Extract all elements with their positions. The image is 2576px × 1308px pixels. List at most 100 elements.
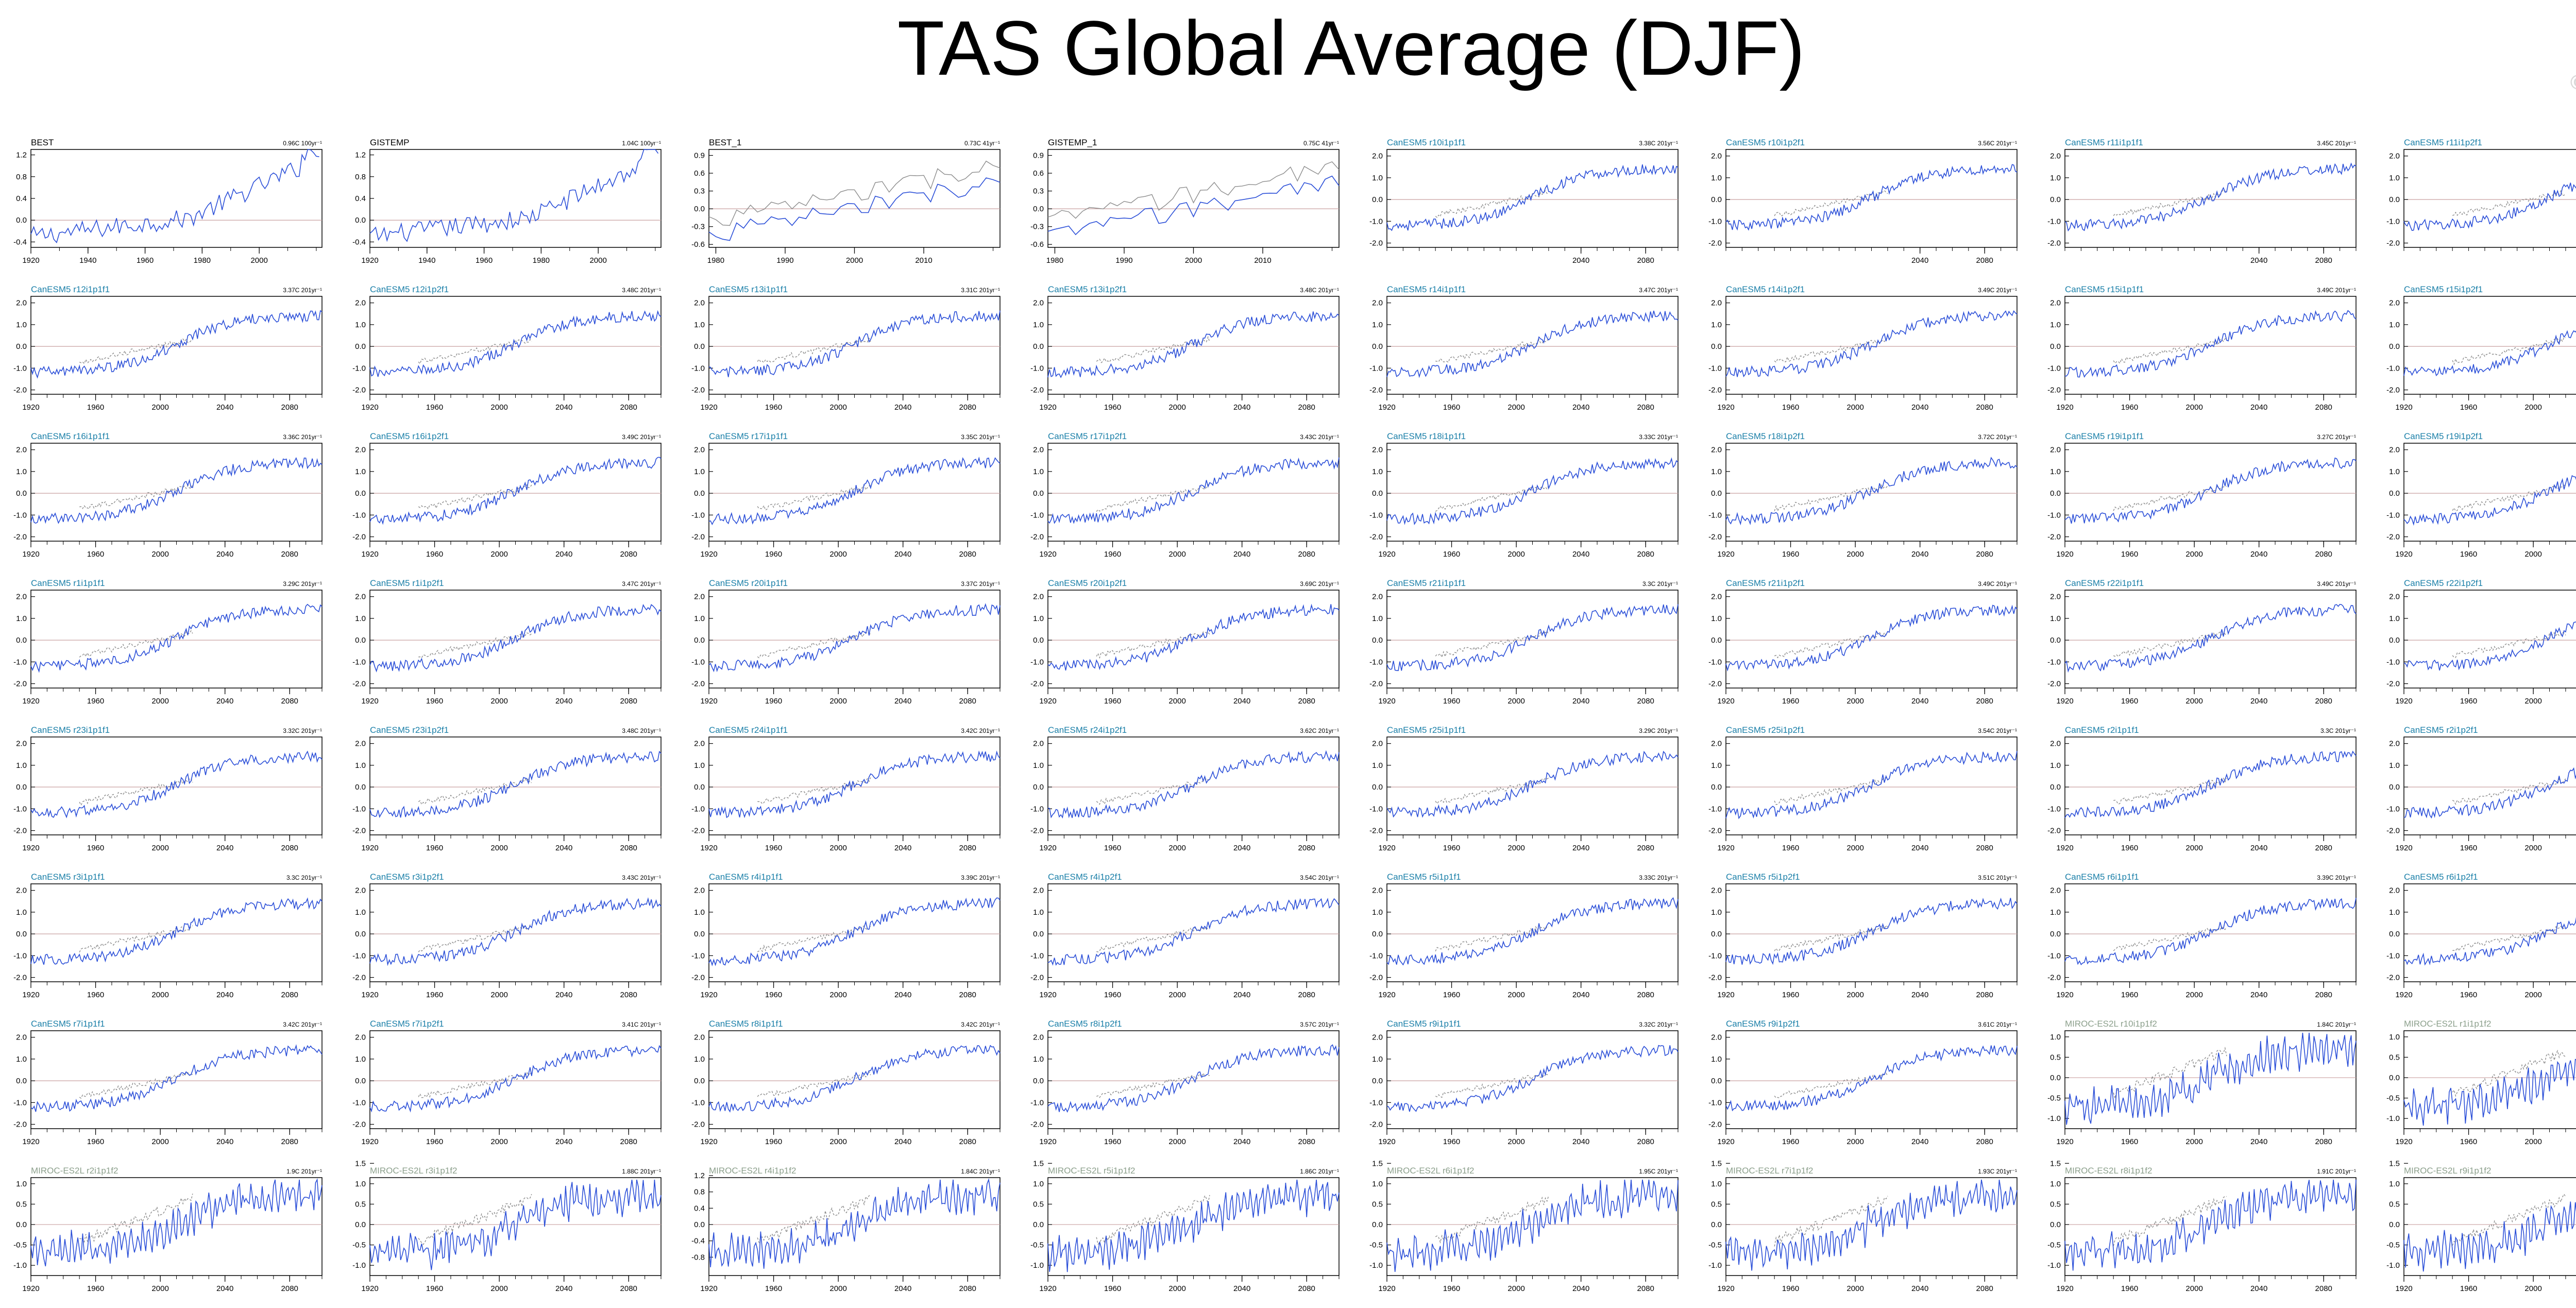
panel-title: CanESM5 r19i1p1f1	[2065, 431, 2144, 441]
x-tick-label: 1920	[1717, 844, 1734, 852]
panel-title: BEST	[31, 138, 54, 147]
y-tick-label: -2.0	[352, 827, 366, 835]
series-line	[1725, 605, 2018, 672]
series-line	[1725, 310, 2018, 378]
x-tick-label: 2080	[620, 403, 637, 412]
x-tick-label: 2000	[151, 1137, 168, 1146]
series-line-observed	[2452, 632, 2566, 658]
x-tick-label: 1920	[22, 991, 39, 999]
x-tick-label: 1960	[426, 991, 443, 999]
y-tick-label: 2.0	[1033, 740, 1044, 748]
panel: CanESM5 r19i1p1f1 3.27C 201yr⁻¹ 2.0 1.0 0.0 -…	[2047, 431, 2357, 559]
series-line-observed	[1096, 777, 1210, 805]
panel: CanESM5 r4i1p2f1 3.54C 201yr⁻¹ 2.0 1.0 0.0 -1…	[1030, 872, 1340, 999]
panel-frame	[30, 149, 323, 248]
y-tick-label: -1.0	[2386, 1261, 2400, 1270]
y-tick-label: 2.0	[694, 1033, 705, 1042]
panel: CanESM5 r9i1p1f1 3.32C 201yr⁻¹ 2.0 1.0 0.0 -1…	[1369, 1019, 1679, 1146]
x-tick-label: 1960	[426, 1137, 443, 1146]
series-line	[1047, 457, 1340, 524]
y-tick-label: -1.0	[2047, 951, 2061, 960]
panel-title: CanESM5 r9i1p1f1	[1387, 1019, 1461, 1029]
panel-title: CanESM5 r13i1p2f1	[1048, 284, 1127, 294]
y-tick-label: 0.0	[355, 489, 366, 498]
series-line	[1047, 898, 1340, 966]
y-tick-label: 1.0	[2389, 321, 2400, 329]
x-tick-label: 1920	[1039, 403, 1056, 412]
x-tick-label: 1960	[1104, 1137, 1121, 1146]
series-line	[369, 897, 662, 966]
y-tick-label: -1.0	[1369, 511, 1383, 519]
y-tick-label: -1.0	[691, 364, 705, 373]
x-tick-label: 2040	[555, 991, 572, 999]
series-line-observed	[2113, 926, 2227, 951]
panel: CanESM5 r15i1p2f13.45C 201yr⁻¹2.01.00.0-…	[2386, 284, 2576, 412]
panel-stat: 3.49C 201yr⁻¹	[1978, 287, 2017, 294]
series-line	[2064, 1032, 2357, 1125]
x-tick-label: 2000	[846, 256, 863, 265]
panel-stat: 3.29C 201yr⁻¹	[1639, 727, 1678, 734]
panel-frame	[2403, 736, 2576, 835]
y-tick-label: 0.0	[16, 783, 27, 792]
series-line	[2064, 1179, 2357, 1271]
x-tick-label: 1920	[22, 844, 39, 852]
x-tick-label: 2000	[1168, 550, 1185, 559]
series-line-observed	[2452, 1049, 2566, 1097]
y-tick-label: 0.4	[355, 194, 366, 203]
x-tick-label: 1920	[700, 697, 717, 706]
series-line	[1725, 897, 2018, 965]
panel-frame	[708, 883, 1001, 982]
panel: CanESM5 r14i1p2f1 3.49C 201yr⁻¹ 2.0 1.0 0.0 -…	[1708, 284, 2018, 412]
panel-frame	[2403, 1177, 2576, 1276]
x-tick-label: 1920	[22, 550, 39, 559]
x-tick-label: 1920	[1717, 991, 1734, 999]
y-tick-label: 2.0	[2389, 152, 2400, 161]
x-tick-label: 1920	[1717, 1284, 1734, 1293]
x-tick-label: 2010	[1254, 256, 1271, 265]
y-tick-label: -2.0	[691, 680, 705, 689]
x-tick-label: 2040	[1572, 550, 1589, 559]
panel-stat: 3.3C 201yr⁻¹	[1642, 580, 1678, 588]
y-tick-label: 0.0	[1033, 783, 1044, 792]
x-tick-label: 1920	[1378, 1137, 1395, 1146]
panel-stat: 3.54C 201yr⁻¹	[1978, 727, 2017, 734]
x-tick-label: 2040	[1572, 844, 1589, 852]
x-tick-label: 2000	[2185, 991, 2202, 999]
y-tick-label: 1.0	[355, 761, 366, 770]
panel-stat: 3.49C 201yr⁻¹	[2317, 580, 2356, 588]
series-line-observed	[757, 632, 871, 659]
y-tick-label: -2.0	[1708, 1120, 1722, 1129]
panel-stat: 3.35C 201yr⁻¹	[961, 433, 1000, 441]
panel: GISTEMP_1 0.75C 41yr⁻¹ 0.9 0.6 0.3 0.0 -0.3 -0.…	[1030, 138, 1340, 265]
y-tick-label: -2.0	[13, 974, 27, 982]
series-line-observed	[1774, 484, 1888, 512]
y-tick-label: 1.0	[1711, 761, 1722, 770]
x-tick-label: 2000	[1507, 991, 1524, 999]
panel-title: MIROC-ES2L r8i1p1f2	[2065, 1166, 2152, 1176]
panel-title: CanESM5 r20i1p1f1	[709, 578, 788, 588]
panel-title: MIROC-ES2L r10i1p1f2	[2065, 1019, 2157, 1029]
x-tick-label: 2000	[1168, 697, 1185, 706]
x-tick-label: 1920	[1378, 697, 1395, 706]
panel-stat: 3.38C 201yr⁻¹	[1639, 140, 1678, 147]
panel: CanESM5 r1i1p2f1 3.47C 201yr⁻¹ 2.0 1.0 0.0 -1…	[352, 578, 662, 706]
y-tick-label: 0.5	[2389, 1200, 2400, 1209]
x-tick-label: 2000	[151, 991, 168, 999]
series-line-observed	[1774, 1072, 1888, 1099]
panel-title: CanESM5 r21i1p1f1	[1387, 578, 1466, 588]
x-tick-label: 2080	[1298, 1284, 1315, 1293]
panel: CanESM5 r10i1p2f1 3.56C 201yr⁻¹ 2.0 1.0 0.0 -…	[1708, 138, 2018, 265]
panel: CanESM5 r18i1p2f1 3.72C 201yr⁻¹ 2.0 1.0 0.0 -…	[1708, 431, 2018, 559]
y-tick-label: 1.0	[1711, 1055, 1722, 1064]
y-tick-label: -0.6	[691, 240, 705, 249]
x-tick-label: 2000	[2185, 1137, 2202, 1146]
panel-title: CanESM5 r13i1p1f1	[709, 284, 788, 294]
panel: CanESM5 r4i1p1f1 3.39C 201yr⁻¹ 2.0 1.0 0.0 -1…	[691, 872, 1001, 999]
series-line-observed	[1435, 190, 1549, 218]
y-tick-label: -2.0	[691, 827, 705, 835]
y-tick-label: -1.0	[1369, 1098, 1383, 1107]
x-tick-label: 2080	[1637, 1284, 1654, 1293]
x-tick-label: 1920	[2395, 697, 2412, 706]
panel-stat: 3.36C 201yr⁻¹	[283, 433, 322, 441]
